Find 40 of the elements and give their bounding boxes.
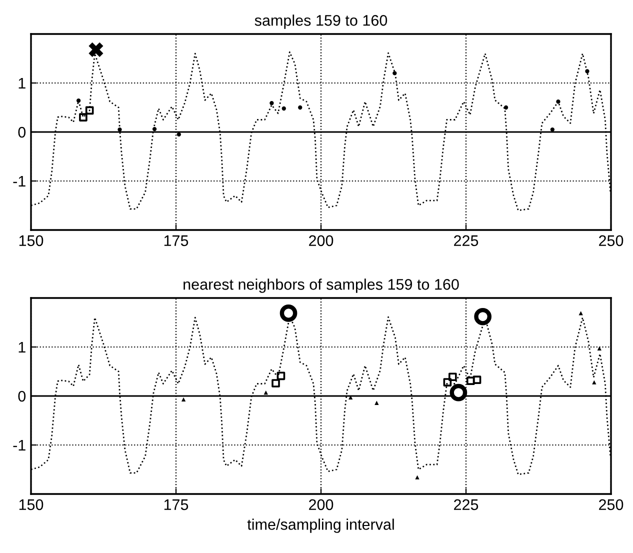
y-tick-label: 1 (18, 342, 26, 353)
point (88, 42, 104, 57)
y-tick-label: 0 (18, 126, 26, 138)
point (448, 372, 457, 382)
y-tick-label: 1 (18, 78, 26, 89)
point (550, 127, 555, 132)
x-tick-label: 200 (309, 499, 334, 510)
x-tick-label: 200 (309, 235, 334, 246)
point (282, 106, 286, 111)
x-tick-label: 150 (19, 235, 44, 246)
y-tick-label: 0 (18, 390, 26, 402)
point (176, 132, 181, 137)
chart-title: nearest neighbors of samples 159 to 160 (184, 278, 459, 293)
point (85, 106, 94, 115)
chart-title: samples 159 to 160 (254, 14, 388, 29)
point (443, 378, 452, 386)
point (578, 311, 583, 316)
x-tick-label: 250 (599, 499, 624, 510)
point (270, 101, 274, 106)
x-tick-label: 225 (454, 235, 478, 246)
x-tick-label: 175 (164, 235, 188, 246)
x-tick-label: 175 (164, 499, 188, 510)
point (592, 380, 596, 384)
x-tick-label: 250 (599, 235, 624, 246)
x-tick-label: 150 (19, 499, 44, 510)
point (298, 105, 302, 110)
y-tick-label: -1 (13, 176, 26, 187)
point (597, 346, 602, 351)
point (472, 376, 482, 384)
point (272, 379, 280, 388)
point (181, 397, 186, 402)
point (374, 400, 379, 405)
y-tick-label: -1 (13, 440, 26, 451)
point (79, 113, 88, 122)
point (264, 390, 268, 395)
point (415, 475, 420, 480)
point (466, 376, 475, 385)
x-axis-title: time/sampling interval (247, 518, 394, 533)
x-tick-label: 225 (454, 499, 478, 510)
point (276, 372, 286, 380)
